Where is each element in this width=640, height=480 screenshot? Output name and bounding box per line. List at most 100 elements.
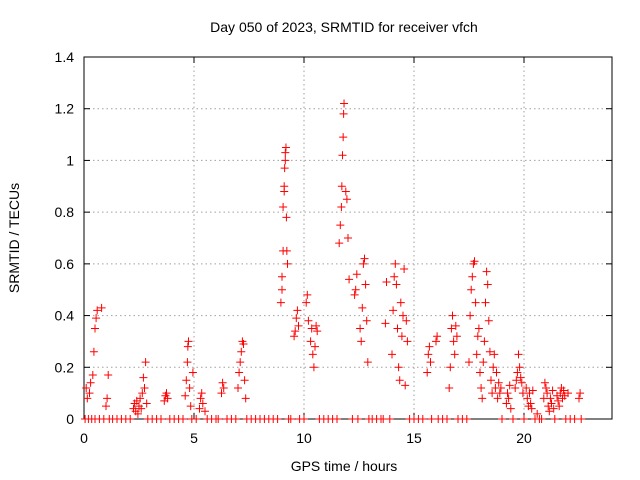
data-point xyxy=(395,376,404,385)
y-tick-label: 0.4 xyxy=(55,308,75,324)
data-point xyxy=(577,415,586,423)
data-points xyxy=(81,99,586,423)
data-point xyxy=(137,404,146,413)
data-point xyxy=(162,389,171,398)
data-point xyxy=(186,402,195,411)
data-point xyxy=(576,389,585,398)
data-point xyxy=(381,319,390,328)
data-point xyxy=(218,378,227,387)
data-point xyxy=(479,358,488,367)
data-point xyxy=(550,415,559,423)
data-point xyxy=(445,383,454,392)
data-point xyxy=(311,342,319,351)
data-point xyxy=(196,394,205,403)
data-point xyxy=(484,316,493,325)
data-point xyxy=(526,399,535,408)
data-point xyxy=(397,332,406,341)
data-point xyxy=(240,376,249,385)
data-point xyxy=(393,324,402,333)
data-point xyxy=(537,415,546,423)
data-point xyxy=(485,347,494,356)
data-point xyxy=(214,415,223,423)
data-point xyxy=(487,376,495,385)
data-point xyxy=(138,389,147,398)
data-point xyxy=(339,133,348,142)
data-point xyxy=(554,396,563,405)
data-point xyxy=(89,347,98,356)
data-point xyxy=(516,373,525,382)
data-point xyxy=(446,363,455,372)
data-point xyxy=(278,272,286,281)
data-point xyxy=(293,306,302,315)
data-point xyxy=(290,332,299,341)
data-point xyxy=(489,363,498,372)
data-point xyxy=(482,267,491,276)
data-point xyxy=(239,340,248,349)
data-point xyxy=(528,386,537,395)
data-point xyxy=(432,337,440,346)
data-point xyxy=(341,187,350,196)
x-tick-label: 20 xyxy=(516,430,532,446)
data-point xyxy=(473,332,482,341)
data-point xyxy=(477,383,486,392)
data-point xyxy=(231,415,240,423)
data-point xyxy=(280,164,289,173)
data-point xyxy=(85,389,94,398)
data-point xyxy=(234,383,242,392)
data-point xyxy=(523,394,532,403)
data-point xyxy=(425,342,434,351)
data-point xyxy=(472,350,481,359)
data-point xyxy=(302,298,311,307)
data-point xyxy=(547,399,556,408)
data-point xyxy=(300,415,308,423)
data-point xyxy=(291,327,300,336)
data-point xyxy=(219,383,228,392)
data-point xyxy=(466,311,475,320)
x-tick-label: 15 xyxy=(406,430,422,446)
data-point xyxy=(447,324,456,333)
data-point xyxy=(237,347,246,356)
data-point xyxy=(546,394,555,403)
data-point xyxy=(197,389,206,398)
data-point xyxy=(480,337,489,346)
data-point xyxy=(333,415,341,423)
data-point xyxy=(512,376,521,385)
data-point xyxy=(401,381,410,390)
data-point xyxy=(309,363,318,372)
chart-title: Day 050 of 2023, SRMTID for receiver vfc… xyxy=(210,19,478,35)
data-point xyxy=(282,213,291,222)
data-point xyxy=(86,378,95,387)
data-point xyxy=(337,202,346,211)
data-point xyxy=(467,285,476,294)
data-point xyxy=(126,415,135,423)
data-point xyxy=(390,272,399,281)
data-point xyxy=(351,285,360,294)
data-point xyxy=(276,298,285,307)
data-point xyxy=(183,342,192,351)
data-point xyxy=(92,314,101,323)
data-point xyxy=(139,373,148,382)
data-point xyxy=(496,383,505,392)
x-tick-label: 10 xyxy=(296,430,312,446)
y-tick-label: 1.2 xyxy=(55,101,75,117)
data-point xyxy=(540,378,549,387)
data-point xyxy=(336,221,345,230)
data-point xyxy=(353,415,362,423)
data-point xyxy=(282,246,291,255)
data-point xyxy=(493,394,502,403)
data-point xyxy=(495,389,504,398)
data-point xyxy=(307,324,316,333)
data-point xyxy=(357,337,366,346)
data-point xyxy=(278,285,286,294)
data-point xyxy=(157,415,165,423)
data-point xyxy=(283,259,292,268)
data-point xyxy=(133,409,142,418)
data-point xyxy=(312,321,321,330)
data-point xyxy=(494,378,503,387)
data-point xyxy=(335,239,344,248)
y-tick-label: 0.8 xyxy=(55,204,75,220)
y-tick-label: 0 xyxy=(66,411,74,427)
data-point xyxy=(474,324,483,333)
data-point xyxy=(502,399,511,408)
data-point xyxy=(292,314,301,323)
